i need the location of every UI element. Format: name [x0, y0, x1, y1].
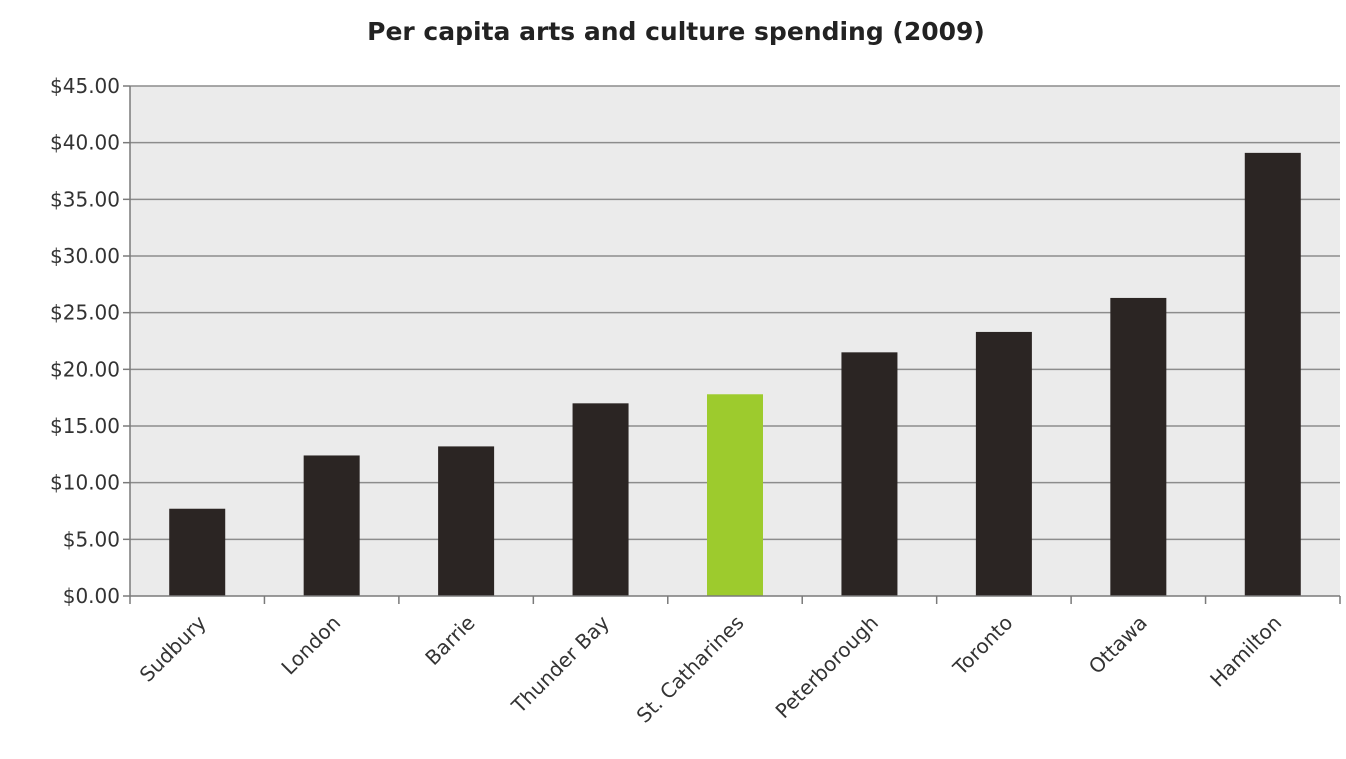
bar-thunder-bay — [572, 403, 629, 596]
y-tick-label: $25.00 — [50, 301, 120, 325]
x-tick-label: Peterborough — [771, 611, 883, 723]
bar-peterborough — [841, 352, 898, 596]
x-tick-label: Thunder Bay — [506, 610, 614, 718]
y-tick-label: $10.00 — [50, 471, 120, 495]
bar-ottawa — [1110, 297, 1167, 596]
y-tick-label: $30.00 — [50, 244, 120, 268]
bar-barrie — [438, 446, 495, 596]
chart-title: Per capita arts and culture spending (20… — [367, 17, 985, 46]
bar-hamilton — [1244, 152, 1301, 596]
x-tick-label: Toronto — [948, 611, 1018, 681]
x-tick-label: Sudbury — [135, 610, 211, 686]
axes — [129, 86, 1341, 604]
x-tick-label: London — [276, 611, 345, 680]
x-tick-labels: Sudbury London Barrie Thunder Bay St. Cathar… — [135, 610, 1287, 727]
y-tick-label: $45.00 — [50, 74, 120, 98]
y-tick-label: $15.00 — [50, 414, 120, 438]
x-tick-label: Hamilton — [1205, 611, 1286, 692]
bar-st-catharines — [707, 394, 763, 596]
y-tick-labels: $0.00 $5.00 $10.00 $15.00 $20.00 $25.00 $30.00… — [50, 74, 120, 608]
y-tick-label: $20.00 — [50, 357, 120, 381]
y-tick-label: $40.00 — [50, 131, 120, 155]
bar-london — [303, 455, 360, 596]
y-tick-label: $5.00 — [63, 527, 120, 551]
bar-toronto — [975, 331, 1032, 596]
bars — [169, 152, 1301, 596]
y-tick-label: $0.00 — [63, 584, 120, 608]
bar-sudbury — [169, 508, 226, 596]
y-tick-label: $35.00 — [50, 187, 120, 211]
x-tick-label: Barrie — [420, 611, 479, 670]
x-tick-label: St. Catharines — [632, 611, 749, 728]
x-tick-label: Ottawa — [1084, 611, 1152, 679]
